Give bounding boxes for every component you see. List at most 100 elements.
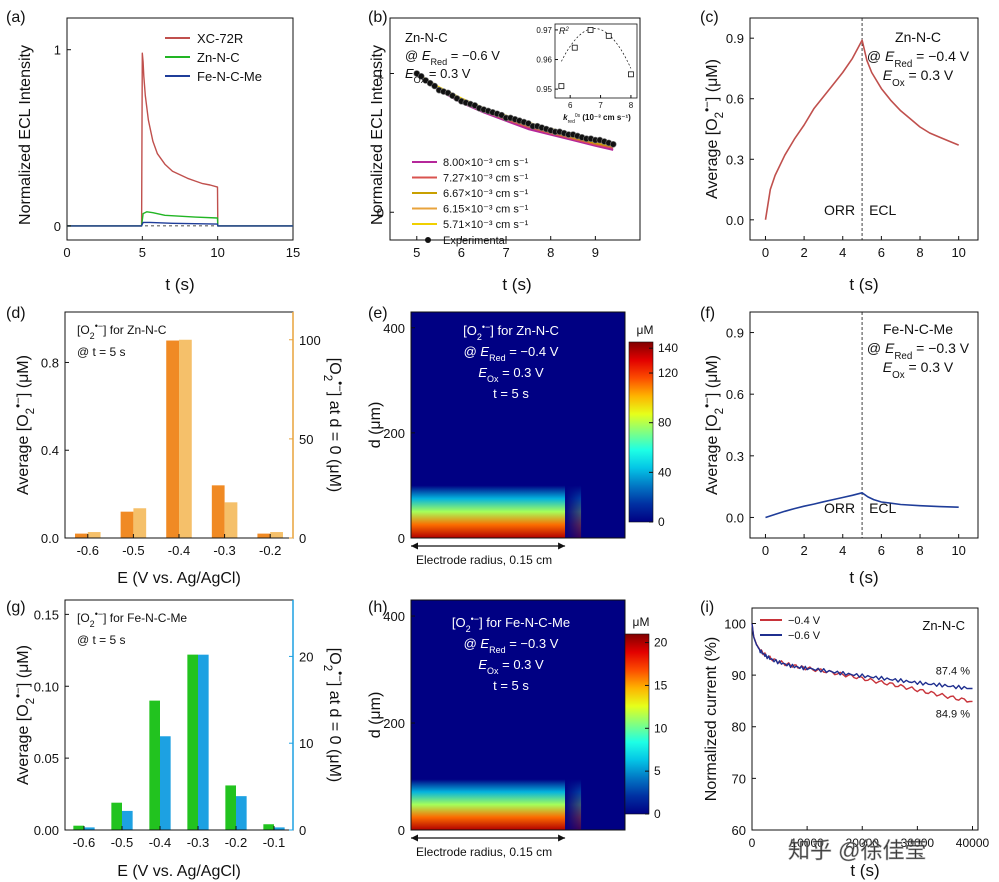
text-span: = −0.6 V [447,48,500,63]
inset-frame [554,23,638,99]
arrow-head [411,834,418,842]
text-span: Red [894,59,912,70]
text-span: @ [867,340,885,356]
panel-label: (c) [700,9,719,26]
bar-average [187,654,198,830]
text-span: (10⁻³ cm s⁻¹) [580,113,631,122]
panel-label: (b) [368,9,388,26]
text-span: = 0.3 V [499,657,544,672]
text-span: @ [464,344,481,359]
y-tick-label: 0.3 [726,449,744,464]
bar-at-d0 [87,532,101,538]
text-span: ] for Zn-N-C [103,323,167,337]
text-span: •− [95,321,103,331]
y-tick-label: 0 [398,531,405,546]
label-sub: 2 [25,408,37,414]
label-sub: 2 [714,112,726,118]
x-tick-label: -0.6 [73,835,95,850]
x-tick-label: 8 [916,245,923,260]
x-tick-label: 8 [916,543,923,558]
legend-label: Fe-N-C-Me [197,69,262,84]
y-tick-label-right: 20 [299,649,313,664]
inset-point [558,83,565,90]
heatmap-edge-fade [565,600,625,830]
label-sup: •− [333,671,345,682]
bar-average [211,485,225,538]
annotation-material: Zn-N-C [895,29,941,45]
y-tick-label: 80 [732,720,746,735]
bar-average [149,700,160,830]
series-line [765,491,959,519]
text-span: ] for Fe-N-C-Me [103,611,187,625]
bar-at-d0 [198,654,209,830]
colorbar-tick-label: 5 [654,764,661,778]
text-span: = −0.3 V [912,340,969,356]
x-tick-label: -0.3 [187,835,209,850]
y-axis-label: Average [O2•−] (μM) [702,59,726,199]
text-span: E [422,48,431,63]
x-tick-label: -0.3 [213,543,235,558]
x-tick-label: -0.2 [225,835,247,850]
x-tick-label: 10 [951,245,965,260]
bar-chart-title: [O2•−] for Fe-N-C-Me [77,609,187,629]
plot-frame [751,607,979,831]
text-span: Ox [892,78,905,89]
y-tick-label: 200 [383,426,405,441]
label-part: ] at d = 0 (μM) [326,682,343,782]
y-tick-label-right: 100 [299,333,321,348]
y-tick-label: 100 [724,616,746,631]
text-span: [O [77,611,90,625]
text-span: = 0.3 V [499,365,544,380]
text-span: [O [452,615,466,630]
plot-frame [410,311,626,539]
text-span: @ [464,636,481,651]
text-span: E [883,359,893,375]
y-tick-label: 400 [383,321,405,336]
colorbar-tick-label: 0 [654,807,661,821]
arrow-head [411,542,418,550]
x-tick-label: 2 [800,245,807,260]
x-tick-label: -0.1 [263,835,285,850]
text-span: Red [894,351,912,362]
x-tick-label: 10 [951,543,965,558]
legend-label: 6.15×10⁻³ cm s⁻¹ [443,204,529,216]
panel-label: (d) [6,305,26,322]
inset-y-label: R2 [559,26,570,36]
y-axis-label: Normalized ECL Intensity [369,45,386,225]
series-line-fe-n-c-me [67,221,293,227]
label-part: Average [O [704,118,721,199]
y-axis-label: Average [O2•−] (μM) [13,355,37,495]
x-axis-label: t (s) [849,275,878,294]
annotation-e-ox: EOx = 0.3 V [883,359,954,381]
colorbar-tick-label: 120 [658,366,678,380]
annotation-e-red: @ ERed = −0.3 V [867,340,970,362]
inset-point [571,44,578,51]
label-part: ] (μM) [15,355,32,397]
electrode-radius-label: Electrode radius, 0.15 cm [416,845,552,859]
heatmap-e-ox: EOx = 0.3 V [478,365,544,384]
text-span: E [480,636,489,651]
bar-average [73,825,84,830]
arrow-head [558,834,566,842]
x-axis-label: t (s) [849,568,878,587]
text-span: Ox [892,370,905,381]
x-tick-label: 40000 [956,836,990,850]
y-tick-label-right: 0 [299,531,306,546]
label-part: Average [O [704,414,721,495]
y-tick-label: 0.15 [34,607,59,622]
y-tick-label: 0.00 [34,823,59,838]
y-tick-label: 200 [383,716,405,731]
text-span: •− [95,609,103,619]
bar-chart-subtitle: @ t = 5 s [77,345,126,359]
annotation-e-ox: EOx = 0.3 V [405,66,471,85]
panel-label: (i) [700,599,714,616]
bar-average [225,785,236,830]
inset-x-tick-label: 6 [568,101,573,110]
bar-at-d0 [133,508,147,538]
colorbar-unit: μM [637,323,654,337]
colorbar-tick-label: 40 [658,465,672,479]
inset-y-tick-label: 0.97 [536,26,552,35]
bar-chart-subtitle: @ t = 5 s [77,633,126,647]
text-span: E [478,365,487,380]
